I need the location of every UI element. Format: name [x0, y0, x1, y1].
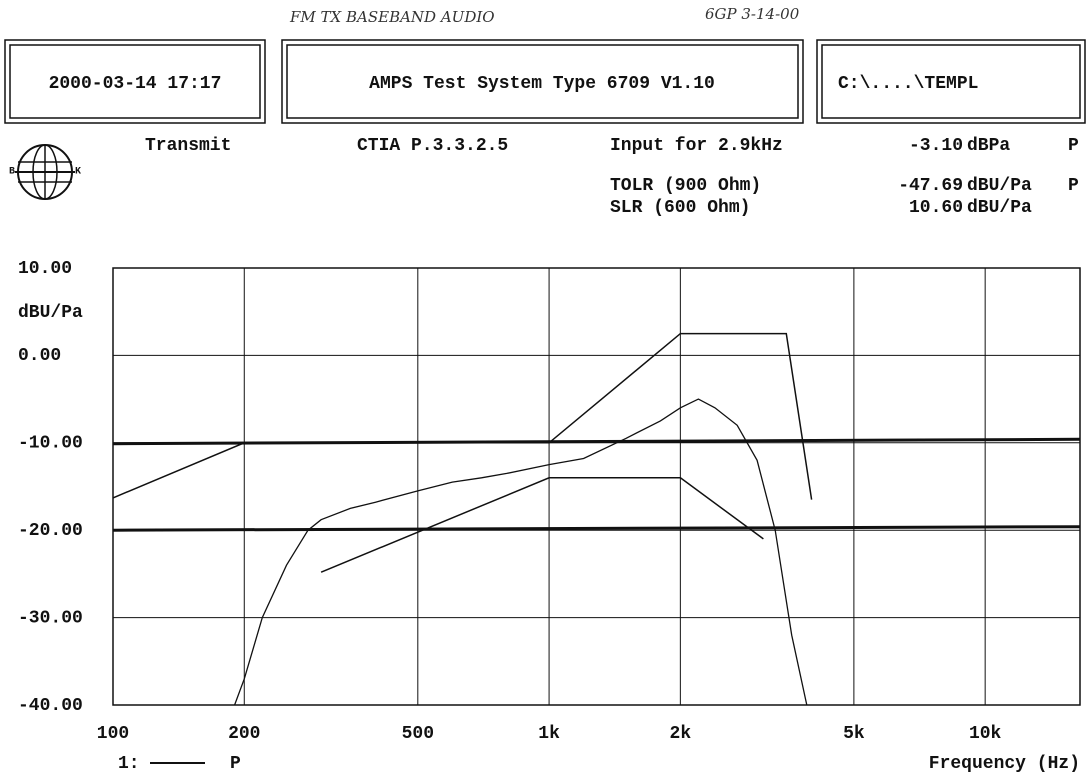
x-tick-label: 1k — [538, 724, 560, 744]
reading-label: Input for 2.9kHz — [610, 136, 783, 156]
y-tick-label: -30.00 — [18, 608, 83, 628]
timestamp: 2000-03-14 17:17 — [49, 74, 222, 94]
y-tick-label: 10.00 — [18, 259, 72, 279]
curve — [233, 398, 808, 706]
header-box — [281, 39, 804, 124]
y-unit: dBU/Pa — [18, 303, 83, 323]
svg-text:K: K — [75, 167, 81, 178]
legend-label: 1: — [118, 754, 140, 774]
x-tick-label: 200 — [228, 724, 260, 744]
reading-flag: P — [1068, 176, 1079, 196]
x-axis-label: Frequency (Hz) — [929, 754, 1080, 774]
header-box-inner — [286, 44, 799, 119]
y-tick-label: -10.00 — [18, 434, 83, 454]
x-tick-label: 10k — [969, 724, 1002, 744]
y-tick-label: -20.00 — [18, 521, 83, 541]
file-path: C:\....\TEMPL — [838, 74, 978, 94]
header-box — [816, 39, 1086, 124]
y-tick-label: -40.00 — [18, 696, 83, 716]
reading-flag: P — [1068, 136, 1079, 156]
x-tick-label: 100 — [97, 724, 129, 744]
plot-frame — [112, 267, 1081, 706]
curve — [112, 525, 1081, 532]
standard: CTIA P.3.3.2.5 — [357, 136, 508, 156]
x-tick-label: 2k — [670, 724, 692, 744]
system-title: AMPS Test System Type 6709 V1.10 — [369, 74, 715, 94]
header-box — [4, 39, 266, 124]
reading-unit: dBPa — [967, 136, 1010, 156]
reading-label: SLR (600 Ohm) — [610, 198, 750, 218]
reading-value: -47.69 — [898, 176, 963, 196]
curve — [112, 332, 813, 500]
x-tick-label: 5k — [843, 724, 865, 744]
reading-value: -3.10 — [909, 136, 963, 156]
curve — [320, 477, 764, 573]
header-box-inner — [821, 44, 1081, 119]
reading-value: 10.60 — [909, 198, 963, 218]
handwritten-note: FM TX BASEBAND AUDIO — [289, 8, 495, 26]
reading-label: TOLR (900 Ohm) — [610, 176, 761, 196]
reading-unit: dBU/Pa — [967, 176, 1032, 196]
reading-unit: dBU/Pa — [967, 198, 1032, 218]
y-tick-label: 0.00 — [18, 346, 61, 366]
header-box-inner — [9, 44, 261, 119]
mode: Transmit — [145, 136, 231, 156]
curve — [112, 437, 1081, 446]
svg-text:B: B — [9, 167, 15, 178]
legend-suffix: P — [230, 754, 241, 774]
x-tick-label: 500 — [402, 724, 434, 744]
handwritten-note: 6GP 3-14-00 — [705, 5, 800, 23]
